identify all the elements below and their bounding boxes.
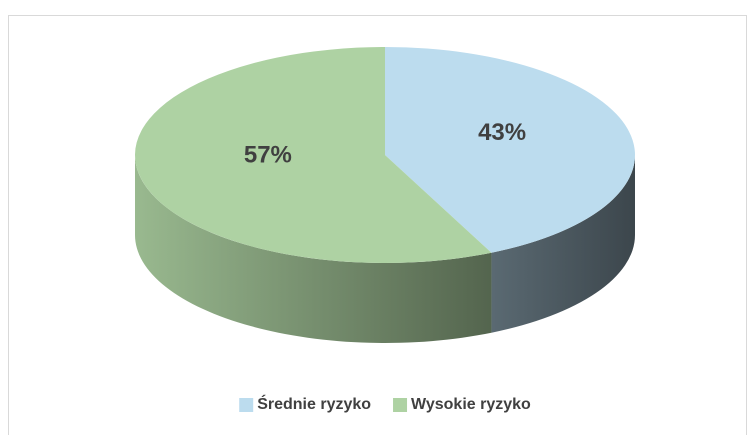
pie-slice [385,47,635,253]
legend-label: Wysokie ryzyko [411,396,531,413]
value-label: 43% [478,119,526,146]
pie-slice [135,47,492,263]
legend-swatch [393,398,408,412]
pie-side [135,155,492,343]
legend-label: Średnie ryzyko [257,394,371,413]
pie-side [491,155,635,333]
value-label: 57% [244,142,292,169]
legend-swatch [239,398,254,412]
